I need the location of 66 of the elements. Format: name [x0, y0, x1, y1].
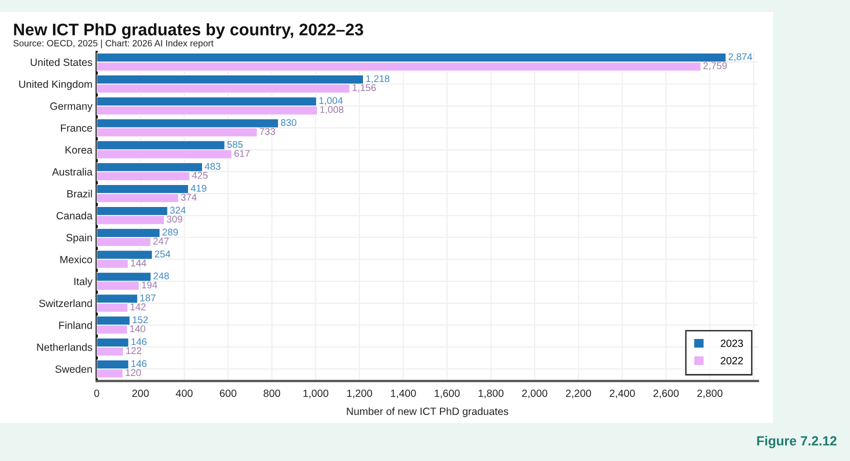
data-label: 374 — [181, 194, 197, 201]
data-label: 187 — [140, 294, 156, 302]
y-tick-label: Australia — [52, 168, 93, 176]
x-tick-label: 2,600 — [654, 390, 679, 398]
x-tick-label: 2,000 — [522, 390, 548, 398]
data-label: 142 — [130, 303, 146, 310]
x-tick-label: 2,400 — [610, 390, 635, 398]
x-tick-label: 0 — [94, 390, 100, 397]
data-label: 830 — [280, 119, 296, 126]
y-tick-label: Korea — [66, 146, 93, 154]
data-label: 483 — [204, 162, 220, 170]
data-label: 1,156 — [352, 84, 376, 92]
chart-title: New ICT PhD graduates by country, 2022–23 — [14, 23, 364, 39]
data-label: 152 — [132, 316, 148, 324]
y-tick-label: Germany — [50, 102, 93, 112]
data-label: 419 — [190, 184, 206, 192]
y-tick-label: Italy — [74, 277, 93, 288]
x-axis-title: Number of new ICT PhD graduates — [346, 407, 508, 418]
data-label: 2,759 — [703, 62, 727, 70]
y-tick-label: United Kingdom — [19, 80, 92, 90]
y-tick-label: Netherlands — [37, 343, 92, 351]
data-label: 585 — [227, 140, 243, 148]
y-tick-label: France — [60, 124, 92, 132]
y-tick-label: United States — [30, 58, 92, 66]
x-tick-label: 1,600 — [434, 390, 460, 398]
data-label: 2,874 — [728, 53, 752, 62]
data-label: 247 — [153, 238, 169, 244]
y-tick-label: Switzerland — [39, 299, 92, 308]
data-label: 324 — [170, 206, 186, 214]
data-label: 309 — [166, 216, 182, 223]
x-tick-label: 1,200 — [347, 390, 372, 398]
legend-label: 2023 — [720, 340, 743, 347]
x-tick-label: 600 — [220, 390, 236, 397]
data-label: 144 — [131, 260, 146, 266]
data-label: 120 — [126, 369, 141, 376]
x-tick-label: 1,000 — [303, 390, 328, 398]
data-label: 1,004 — [319, 97, 343, 106]
data-label: 733 — [260, 128, 276, 135]
x-tick-label: 1,800 — [478, 390, 504, 398]
y-tick-label: Brazil — [67, 190, 92, 198]
chart-subtitle: Source: OECD, 2025 | Chart: 2026 AI Index report — [13, 40, 214, 48]
data-label: 194 — [142, 281, 158, 288]
x-tick-label: 800 — [264, 390, 280, 397]
caption: Figure 7.2.12 — [757, 436, 836, 448]
y-tick-label: Finland — [59, 321, 92, 329]
y-tick-label: Sweden — [55, 365, 92, 373]
data-label: 1,218 — [366, 75, 390, 84]
x-tick-label: 200 — [132, 390, 149, 397]
data-label: 146 — [131, 360, 147, 368]
data-label: 1,008 — [320, 106, 344, 114]
data-label: 425 — [192, 172, 208, 179]
data-label: 248 — [154, 272, 169, 280]
data-label: 122 — [126, 347, 142, 354]
y-tick-label: Spain — [66, 234, 92, 244]
data-label: 254 — [154, 250, 170, 258]
x-tick-label: 2,800 — [697, 390, 722, 398]
x-tick-label: 400 — [176, 390, 193, 397]
legend-label: 2022 — [720, 356, 743, 364]
y-tick-label: Canada — [56, 212, 93, 220]
y-tick-label: Mexico — [60, 256, 92, 264]
data-label: 617 — [234, 150, 250, 157]
data-label: 140 — [130, 325, 146, 332]
x-tick-label: 1,400 — [391, 390, 416, 398]
data-label: 146 — [131, 338, 147, 346]
x-tick-label: 2,200 — [566, 390, 592, 398]
data-label: 289 — [162, 228, 178, 236]
